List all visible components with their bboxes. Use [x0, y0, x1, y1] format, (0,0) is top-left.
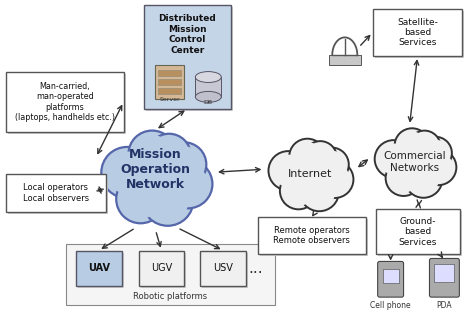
Circle shape — [304, 141, 337, 174]
Text: Remote operators
Remote observers: Remote operators Remote observers — [273, 226, 350, 245]
Circle shape — [394, 128, 429, 163]
FancyBboxPatch shape — [195, 77, 221, 97]
Text: Satellite-
based
Services: Satellite- based Services — [397, 18, 438, 47]
FancyBboxPatch shape — [141, 253, 186, 288]
FancyBboxPatch shape — [157, 70, 182, 76]
Circle shape — [272, 155, 304, 187]
FancyBboxPatch shape — [201, 250, 246, 286]
FancyBboxPatch shape — [146, 7, 233, 111]
Ellipse shape — [195, 72, 221, 83]
Text: Internet: Internet — [288, 169, 332, 179]
Circle shape — [419, 137, 452, 170]
Circle shape — [162, 142, 206, 187]
Circle shape — [147, 134, 191, 177]
Circle shape — [316, 161, 354, 198]
Circle shape — [120, 179, 161, 219]
FancyBboxPatch shape — [144, 5, 231, 109]
Circle shape — [408, 163, 439, 194]
Circle shape — [120, 142, 191, 212]
Circle shape — [164, 160, 212, 208]
FancyBboxPatch shape — [78, 253, 124, 288]
FancyBboxPatch shape — [155, 65, 184, 99]
Circle shape — [106, 151, 148, 193]
Text: PDA: PDA — [437, 301, 452, 310]
Circle shape — [307, 144, 334, 171]
Circle shape — [168, 164, 208, 204]
Circle shape — [389, 163, 418, 193]
Text: ...: ... — [249, 261, 264, 276]
Text: UAV: UAV — [88, 263, 109, 273]
Circle shape — [101, 147, 153, 198]
Circle shape — [374, 140, 412, 178]
FancyBboxPatch shape — [435, 264, 455, 282]
Circle shape — [389, 136, 440, 188]
FancyBboxPatch shape — [374, 11, 465, 58]
Circle shape — [405, 160, 442, 198]
Text: Distributed
Mission
Control
Center: Distributed Mission Control Center — [158, 14, 216, 54]
FancyBboxPatch shape — [66, 244, 275, 305]
Circle shape — [133, 135, 172, 173]
FancyBboxPatch shape — [378, 261, 403, 297]
Circle shape — [303, 176, 336, 208]
FancyBboxPatch shape — [429, 259, 459, 297]
Circle shape — [165, 146, 202, 183]
FancyBboxPatch shape — [157, 79, 182, 85]
Circle shape — [127, 148, 184, 206]
Circle shape — [146, 179, 189, 221]
Circle shape — [292, 142, 322, 172]
Circle shape — [318, 151, 346, 178]
FancyBboxPatch shape — [157, 88, 182, 94]
FancyBboxPatch shape — [378, 211, 462, 256]
Text: Server: Server — [159, 97, 180, 102]
Circle shape — [393, 141, 436, 183]
Circle shape — [128, 131, 176, 178]
Circle shape — [280, 172, 317, 209]
Circle shape — [398, 131, 426, 160]
Circle shape — [424, 153, 453, 182]
FancyBboxPatch shape — [383, 269, 399, 283]
FancyBboxPatch shape — [329, 55, 361, 65]
Circle shape — [409, 131, 440, 162]
FancyBboxPatch shape — [8, 176, 108, 214]
Circle shape — [411, 133, 438, 160]
Text: UGV: UGV — [151, 263, 172, 273]
Circle shape — [116, 175, 165, 223]
Circle shape — [283, 147, 337, 201]
FancyBboxPatch shape — [8, 74, 126, 134]
Circle shape — [378, 144, 409, 174]
Text: Robotic platforms: Robotic platforms — [133, 292, 208, 301]
FancyBboxPatch shape — [138, 250, 184, 286]
FancyBboxPatch shape — [373, 9, 462, 56]
FancyBboxPatch shape — [76, 250, 122, 286]
Circle shape — [283, 176, 314, 206]
Text: DB: DB — [204, 100, 213, 105]
Circle shape — [422, 140, 449, 167]
Text: USV: USV — [213, 263, 233, 273]
FancyBboxPatch shape — [376, 209, 460, 254]
FancyBboxPatch shape — [260, 219, 368, 256]
Text: Local operators
Local observers: Local operators Local observers — [23, 183, 89, 203]
Circle shape — [142, 175, 193, 226]
Text: Commercial
Networks: Commercial Networks — [383, 151, 446, 173]
Circle shape — [288, 152, 332, 196]
Circle shape — [420, 149, 456, 185]
Circle shape — [289, 139, 326, 175]
Circle shape — [151, 138, 187, 173]
Text: Ground-
based
Services: Ground- based Services — [399, 217, 437, 247]
Circle shape — [268, 151, 308, 190]
FancyBboxPatch shape — [6, 174, 106, 212]
Circle shape — [315, 148, 349, 182]
FancyBboxPatch shape — [6, 72, 124, 131]
Circle shape — [386, 160, 421, 196]
Ellipse shape — [195, 91, 221, 102]
Text: Mission
Operation
Network: Mission Operation Network — [120, 148, 191, 191]
Circle shape — [300, 172, 339, 211]
Circle shape — [319, 164, 350, 195]
FancyBboxPatch shape — [202, 253, 248, 288]
Text: Man-carried,
man-operated
platforms
(laptops, handhelds etc.): Man-carried, man-operated platforms (lap… — [15, 82, 115, 122]
FancyBboxPatch shape — [258, 217, 366, 254]
Text: Cell phone: Cell phone — [370, 301, 411, 310]
